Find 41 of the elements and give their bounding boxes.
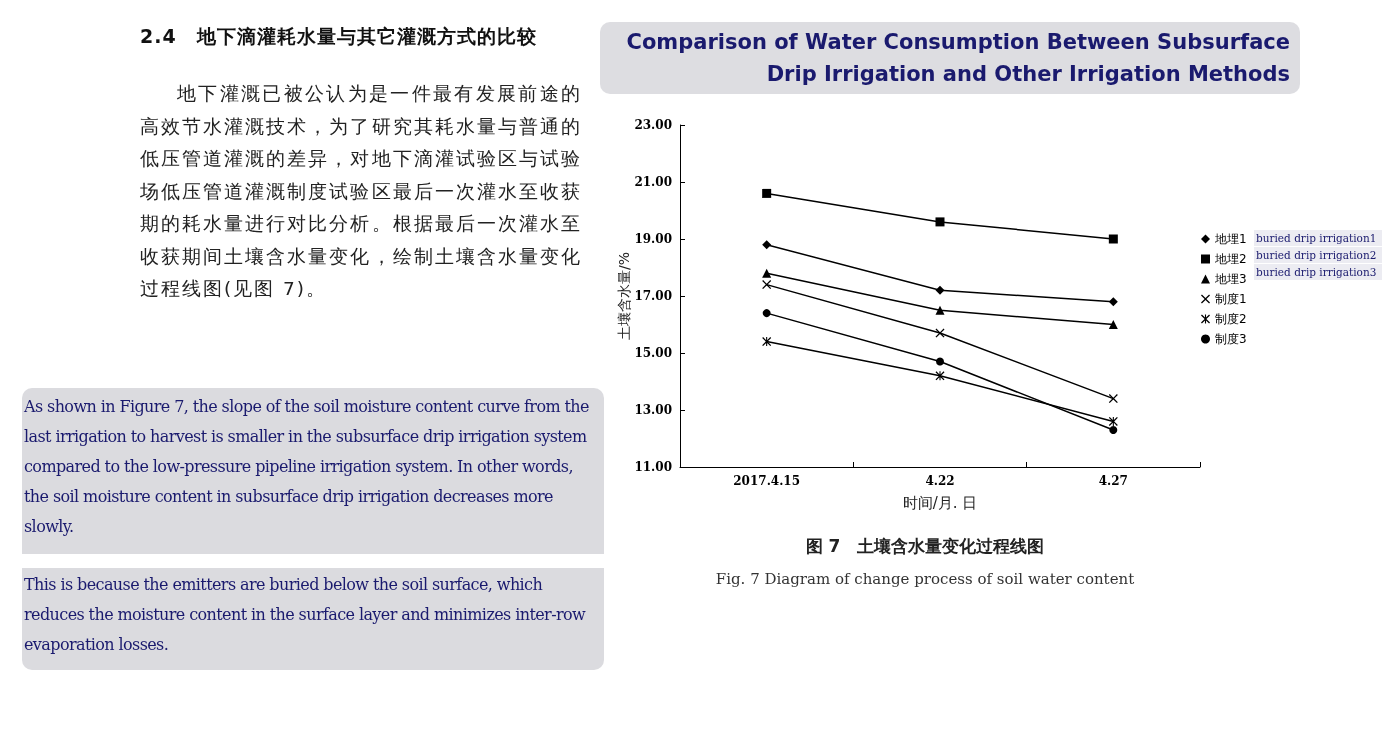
point (936, 357, 944, 366)
text: 图 7 土壤含水量变化过程线图 (805, 535, 1045, 556)
x-tick-label: 2017.4.15 (733, 474, 801, 488)
text: 地下灌溉已被公认为是一件最有发展前途的高效节水灌溉技术，为了研究其耗水量与普通的低压管道灌溉的差异，对地下滴灌试验区与试验场低压管道灌溉制度试验区最后一次灌水至收获期的耗水量进行对比分析。根据最后一次灌水至收获期间土壤含水量变化，绘制土壤含水量变化过程线图(见图 7)。 (140, 82, 582, 301)
point (1108, 234, 1118, 244)
legend-label: 制度3 (1215, 332, 1247, 346)
x-axis-title: 时间/月. 日 (902, 493, 978, 512)
y-tick-label: 11.00 (634, 460, 672, 474)
point (1108, 297, 1118, 307)
text: Comparison of Water Consumption Between Subsurface Drip Irrigation and Other Irrigation Methods (600, 22, 1300, 94)
y-axis-title: 土壤含水量/% (615, 251, 632, 341)
text: Fig. 7 Diagram of change process of soil water content (715, 569, 1135, 588)
point (762, 309, 771, 318)
x-tick-label: 4.27 (1098, 474, 1128, 488)
point (935, 285, 945, 295)
point (1108, 320, 1118, 329)
legend-label: 制度2 (1215, 312, 1247, 326)
legend-label: 地埋3 (1214, 272, 1247, 286)
y-tick-label: 17.00 (634, 289, 672, 303)
x-tick-label: 4.22 (925, 474, 955, 488)
text: This is because the emitters are buried below the soil surface, which reduces the moisture content in the surface layer and minimizes inter-row evaporation losses. (22, 568, 604, 670)
y-tick-label: 15.00 (634, 346, 672, 360)
y-tick-label: 19.00 (634, 232, 672, 246)
legend-label: 地埋2 (1214, 252, 1247, 266)
text: 2.4 地下滴灌耗水量与其它灌溉方式的比较 (140, 24, 538, 49)
point (762, 188, 772, 198)
point (935, 371, 945, 381)
point (1109, 425, 1118, 434)
y-tick-label: 13.00 (634, 403, 672, 417)
point (762, 240, 772, 250)
text: buried drip irrigation1 (1254, 230, 1382, 246)
text: As shown in Figure 7, the slope of the soil moisture content curve from the last irrigation to harvest is smaller in the subsurface drip irrigation system compared to the low-pressure pipeline irrigation system. In other words, the soil moisture content in subsurface drip irrigation decreases more slowly. (22, 388, 604, 554)
legend-label: 地埋1 (1214, 232, 1247, 246)
y-tick-label: 21.00 (634, 175, 672, 189)
y-tick-label: 23.00 (634, 118, 672, 132)
legend-label: 制度1 (1215, 292, 1247, 306)
point (935, 217, 945, 227)
text: buried drip irrigation2 (1254, 247, 1382, 263)
text: buried drip irrigation3 (1254, 264, 1382, 280)
point (762, 268, 772, 278)
point (935, 305, 945, 315)
